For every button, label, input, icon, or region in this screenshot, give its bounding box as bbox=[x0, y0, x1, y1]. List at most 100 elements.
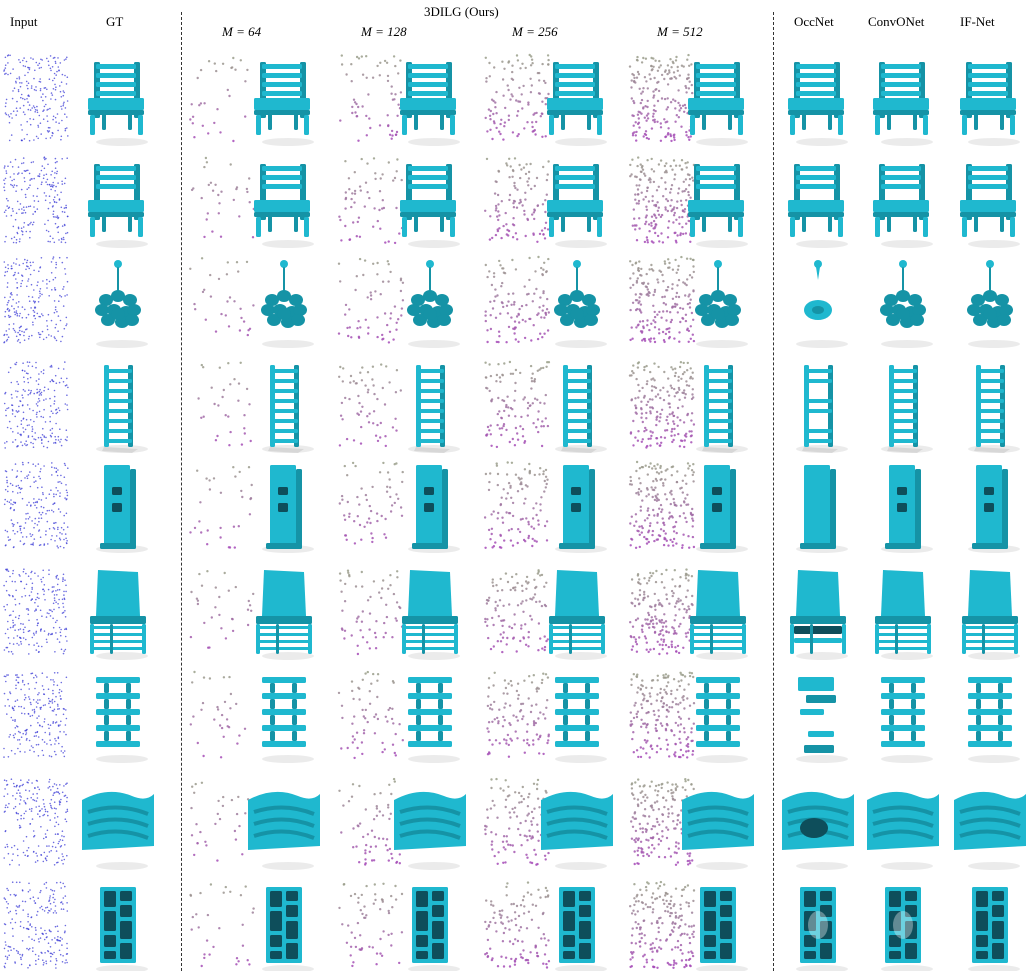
input-point bbox=[24, 428, 27, 431]
input-point bbox=[53, 684, 55, 686]
latent-point bbox=[539, 637, 542, 640]
latent-point bbox=[645, 236, 649, 239]
latent-point bbox=[536, 337, 540, 341]
latent-point bbox=[524, 172, 528, 176]
latent-point bbox=[359, 371, 362, 374]
input-point bbox=[4, 112, 7, 114]
latent-point bbox=[489, 472, 492, 475]
input-point bbox=[7, 637, 10, 639]
latent-point bbox=[645, 726, 648, 729]
latent-point bbox=[528, 792, 531, 796]
latent-point bbox=[488, 596, 491, 599]
input-point bbox=[37, 137, 39, 140]
input-point bbox=[22, 362, 24, 365]
input-point bbox=[20, 282, 23, 285]
input-point bbox=[4, 391, 7, 394]
latent-point bbox=[635, 837, 638, 840]
latent-point bbox=[484, 310, 487, 313]
latent-point bbox=[670, 77, 673, 80]
latent-point bbox=[193, 526, 197, 530]
input-point bbox=[28, 516, 31, 518]
latent-point bbox=[544, 393, 547, 397]
input-point bbox=[31, 534, 34, 536]
input-point bbox=[12, 186, 15, 188]
latent-point bbox=[632, 444, 635, 447]
latent-point bbox=[667, 681, 670, 684]
input-point bbox=[54, 963, 57, 966]
input-point bbox=[18, 486, 21, 489]
input-point bbox=[59, 511, 62, 513]
latent-point bbox=[650, 322, 653, 325]
input-point bbox=[66, 796, 68, 799]
latent-point bbox=[648, 524, 652, 528]
latent-point bbox=[673, 337, 676, 340]
input-point bbox=[61, 791, 64, 794]
latent-point bbox=[216, 859, 219, 862]
latent-point bbox=[665, 310, 669, 313]
latent-point bbox=[664, 478, 667, 481]
input-point bbox=[60, 191, 62, 194]
latent-point bbox=[388, 847, 392, 851]
latent-point bbox=[395, 206, 398, 210]
latent-point bbox=[666, 133, 670, 136]
latent-point bbox=[637, 493, 640, 496]
input-point bbox=[15, 184, 18, 187]
input-point bbox=[50, 679, 52, 681]
latent-point bbox=[638, 533, 641, 536]
latent-point bbox=[367, 388, 370, 391]
latent-point bbox=[544, 135, 547, 138]
latent-point bbox=[637, 603, 641, 606]
latent-point bbox=[363, 525, 366, 528]
latent-point bbox=[522, 637, 526, 640]
latent-point bbox=[518, 321, 521, 324]
latent-point bbox=[339, 119, 342, 122]
latent-point bbox=[661, 813, 664, 816]
latent-point bbox=[536, 240, 539, 243]
latent-point bbox=[647, 282, 650, 285]
latent-point bbox=[673, 753, 676, 756]
input-point bbox=[14, 463, 17, 465]
latent-point bbox=[507, 292, 510, 296]
latent-point bbox=[396, 158, 399, 161]
latent-point bbox=[386, 849, 389, 852]
input-point bbox=[42, 860, 45, 863]
input-point bbox=[42, 445, 45, 448]
latent-point bbox=[511, 64, 514, 67]
input-point bbox=[24, 211, 27, 214]
latent-point bbox=[233, 546, 236, 549]
latent-point bbox=[519, 833, 522, 837]
latent-point bbox=[218, 366, 221, 369]
input-point bbox=[52, 617, 54, 620]
input-point bbox=[22, 732, 25, 735]
input-point bbox=[52, 57, 55, 59]
latent-point bbox=[688, 173, 691, 177]
col-header-occnet: OccNet bbox=[794, 14, 834, 29]
latent-point bbox=[659, 839, 663, 843]
input-point bbox=[26, 133, 28, 136]
latent-point bbox=[666, 708, 669, 712]
latent-point bbox=[361, 585, 364, 588]
input-point bbox=[57, 57, 59, 59]
latent-point bbox=[389, 317, 392, 320]
input-point bbox=[36, 411, 38, 414]
input-point bbox=[33, 200, 36, 202]
latent-point bbox=[630, 374, 633, 377]
latent-point bbox=[517, 528, 520, 531]
input-point bbox=[54, 326, 57, 329]
input-point bbox=[37, 64, 39, 66]
latent-point bbox=[344, 582, 347, 586]
latent-point bbox=[658, 444, 661, 447]
latent-point bbox=[669, 187, 673, 191]
latent-point bbox=[371, 485, 374, 489]
latent-point bbox=[345, 538, 348, 541]
latent-point bbox=[674, 721, 677, 725]
latent-point bbox=[239, 307, 242, 310]
latent-point bbox=[686, 412, 690, 416]
latent-point bbox=[691, 739, 694, 742]
input-point bbox=[17, 629, 20, 631]
latent-point bbox=[523, 396, 526, 399]
latent-point bbox=[665, 715, 668, 718]
input-point bbox=[20, 325, 23, 328]
input-point bbox=[31, 709, 34, 711]
input-point bbox=[59, 492, 61, 494]
